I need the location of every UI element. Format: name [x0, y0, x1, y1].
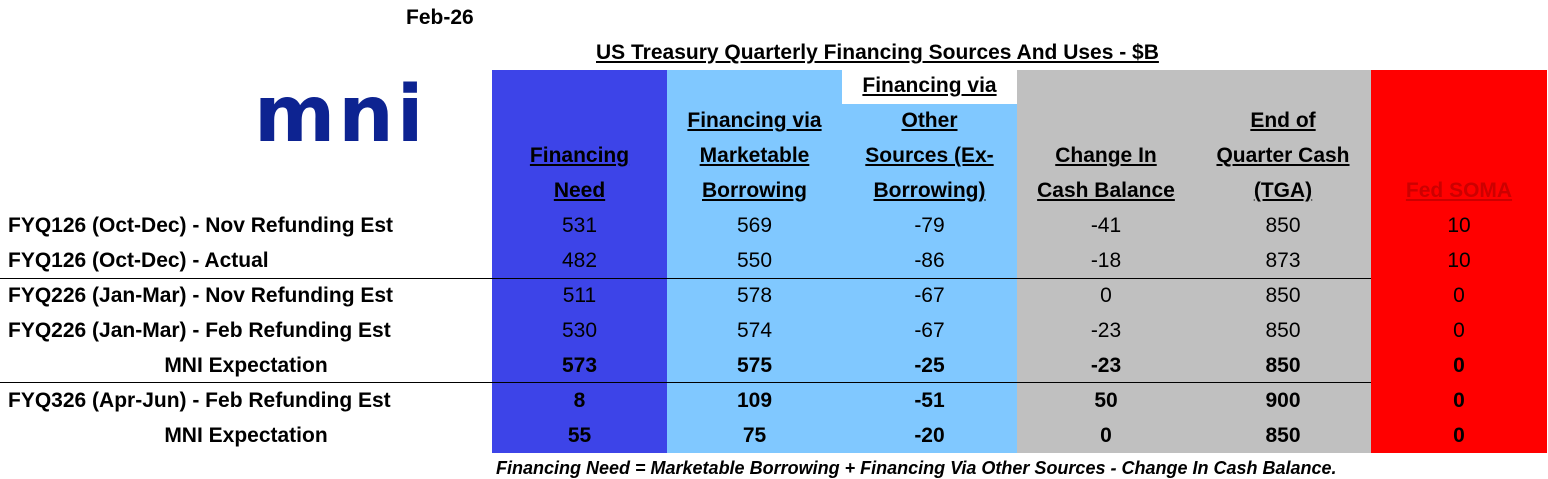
header-line: Cash Balance — [1037, 179, 1175, 202]
other-sources-header: Financing via Other Sources (Ex- Borrowin… — [842, 70, 1017, 208]
table-cell: 0 — [1453, 284, 1465, 307]
table-cell: 574 — [736, 319, 773, 342]
cash-change-header: Change In Cash Balance — [1017, 70, 1195, 208]
table-cell: 569 — [736, 214, 773, 237]
header-line: Fed SOMA — [1405, 179, 1513, 202]
marketable-borrowing-header: Financing via Marketable Borrowing — [667, 70, 842, 208]
cash-change-column-bg — [1017, 70, 1195, 453]
table-cell: 850 — [1265, 214, 1301, 237]
table-cell: -51 — [914, 389, 945, 412]
table-cell: 850 — [1265, 424, 1301, 447]
row-label: MNI Expectation — [0, 348, 492, 383]
header-line: End of — [1250, 109, 1316, 132]
table-cell: 50 — [1094, 389, 1118, 412]
table-cell: 550 — [736, 249, 773, 272]
tga-column-bg — [1195, 70, 1371, 453]
fed-soma-column-bg — [1371, 70, 1547, 453]
table-cell: 0 — [1453, 319, 1465, 342]
table-cell: 10 — [1447, 214, 1471, 237]
marketable-column-bg — [667, 70, 842, 453]
table-cell: 573 — [561, 354, 598, 377]
table-cell: -86 — [914, 249, 945, 272]
table-cell: 0 — [1453, 354, 1465, 377]
row-label: FYQ226 (Jan-Mar) - Nov Refunding Est — [0, 278, 492, 313]
table-title: US Treasury Quarterly Financing Sources … — [596, 41, 1159, 64]
table-cell: -41 — [1090, 214, 1122, 237]
table-cell: 873 — [1265, 249, 1301, 272]
table-cell: 511 — [562, 284, 597, 307]
header-line: Borrowing) — [873, 179, 986, 202]
table-cell: 578 — [736, 284, 773, 307]
table-cell: 75 — [742, 424, 767, 447]
report-date: Feb-26 — [406, 6, 474, 29]
header-line: Marketable — [699, 144, 810, 167]
row-label: FYQ226 (Jan-Mar) - Feb Refunding Est — [0, 313, 492, 348]
header-line: (TGA) — [1253, 179, 1313, 202]
other-sources-column-bg — [842, 70, 1017, 453]
table-cell: -20 — [914, 424, 945, 447]
tga-header: End of Quarter Cash (TGA) — [1195, 70, 1371, 208]
table-cell: 109 — [736, 389, 773, 412]
table-cell: 482 — [561, 249, 598, 272]
other-sources-header-cap — [842, 70, 1017, 104]
header-line: Quarter Cash — [1216, 144, 1350, 167]
row-label: FYQ126 (Oct-Dec) - Nov Refunding Est — [0, 208, 492, 243]
row-label: FYQ326 (Apr-Jun) - Feb Refunding Est — [0, 383, 492, 418]
table-cell: -23 — [1090, 319, 1122, 342]
table-cell: 530 — [561, 319, 598, 342]
table-cell: 900 — [1265, 389, 1301, 412]
financing-need-column-bg — [492, 70, 667, 453]
table-cell: 531 — [561, 214, 598, 237]
table-cell: -79 — [914, 214, 945, 237]
header-line: Borrowing — [702, 179, 807, 202]
row-divider — [0, 382, 1371, 383]
table-cell: 850 — [1265, 319, 1301, 342]
fed-soma-header: Fed SOMA — [1371, 70, 1547, 208]
table-cell: -67 — [914, 319, 945, 342]
header-line: Financing via — [862, 74, 997, 97]
header-line: Financing via — [687, 109, 822, 132]
header-line: Sources (Ex- — [865, 144, 994, 167]
table-cell: 850 — [1265, 284, 1301, 307]
table-cell: -67 — [914, 284, 945, 307]
table-cell: 850 — [1265, 354, 1301, 377]
table-cell: 575 — [736, 354, 773, 377]
table-cell: 0 — [1453, 424, 1465, 447]
header-line: Other — [901, 109, 958, 132]
table-cell: -18 — [1090, 249, 1122, 272]
table-cell: -23 — [1090, 354, 1122, 377]
table-cell: 10 — [1447, 249, 1471, 272]
table-cell: 0 — [1100, 284, 1112, 307]
row-label: FYQ126 (Oct-Dec) - Actual — [0, 243, 492, 278]
header-line: Financing — [529, 144, 630, 167]
table-cell: 0 — [1453, 389, 1465, 412]
table-cell: 8 — [573, 389, 586, 412]
row-label: MNI Expectation — [0, 418, 492, 453]
table-cell: 55 — [567, 424, 592, 447]
mni-logo: mni — [254, 70, 427, 160]
footnote: Financing Need = Marketable Borrowing + … — [496, 458, 1337, 478]
header-line: Change In — [1055, 144, 1157, 167]
table-cell: 0 — [1100, 424, 1112, 447]
row-divider — [0, 278, 1371, 279]
header-line: Need — [553, 179, 606, 202]
financing-need-header: Financing Need — [492, 70, 667, 208]
table-cell: -25 — [914, 354, 945, 377]
